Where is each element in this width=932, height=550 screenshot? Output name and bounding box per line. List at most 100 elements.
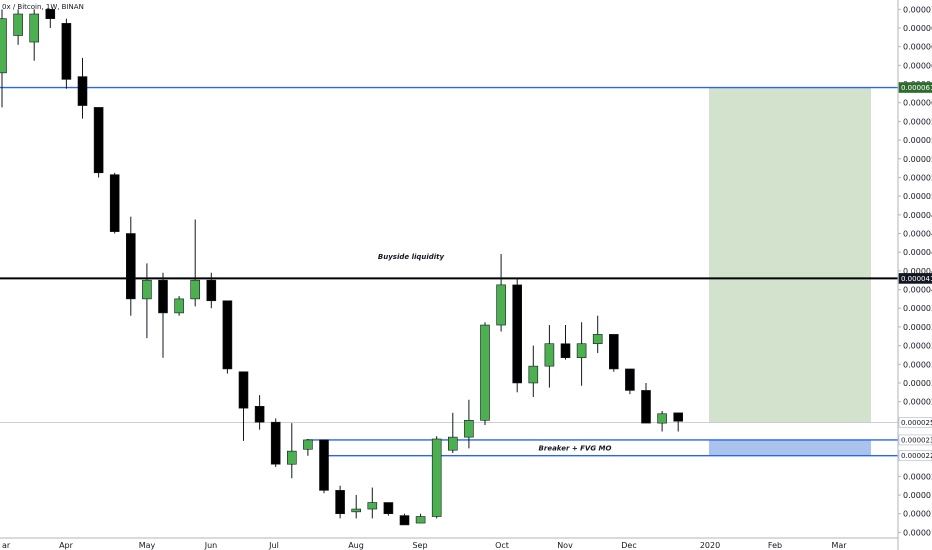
x-tick-label: May (139, 541, 156, 550)
y-tick-label: 0.00003800 (903, 304, 932, 313)
candle-body (496, 284, 506, 326)
y-tick-label: 0.00003200 (903, 360, 932, 369)
candle-body (528, 365, 539, 384)
y-tick-label: 0.00004000 (903, 286, 932, 295)
candle-body (93, 107, 104, 174)
candle-body (190, 279, 200, 300)
candle-body (109, 174, 120, 232)
candle-body (673, 412, 684, 422)
y-tick-label: 0.00004800 (903, 211, 932, 220)
x-tick-label: Feb (768, 541, 782, 550)
price-tag-bg (898, 450, 932, 462)
candle-body (286, 450, 297, 465)
y-tick-label: 0.00002000 (903, 472, 932, 481)
candle-body (303, 439, 313, 450)
y-tick-label: 0.00005000 (903, 192, 932, 201)
candle-body (351, 508, 362, 513)
price-tag-bg (898, 417, 932, 428)
candle-body (77, 76, 88, 106)
y-tick-label: 0.00003400 (903, 342, 932, 351)
candle-body (447, 436, 458, 451)
candle-body (480, 324, 490, 421)
x-tick-label: Jul (268, 541, 279, 550)
price-tag-label: 0.00004119 (901, 275, 932, 283)
candle-body (206, 279, 217, 302)
y-tick-label: 0.00004200 (903, 267, 932, 276)
candle-body (560, 343, 571, 359)
price-tag-label: 0.00006163 (901, 84, 932, 92)
candle-body (61, 23, 72, 80)
price-tags-layer: 0.00006163 0.00004119 0.00002577 0.00002390… (898, 82, 932, 462)
candles-layer (0, 9, 684, 526)
y-tick-label: 0.00002800 (903, 398, 932, 407)
candle-body (126, 233, 136, 300)
candle-body (238, 371, 249, 409)
candle-body (608, 334, 619, 370)
candle-body (335, 490, 345, 515)
chart-title: 0x / Bitcoin, 1W, BINAN (2, 3, 84, 11)
price-tag-label: 0.00002390 (901, 436, 932, 444)
x-tick-label: Oct (495, 541, 509, 550)
x-tick-label: Jun (204, 541, 218, 550)
y-tick-label: 0.00005800 (903, 117, 932, 126)
y-tick-label: 0.00001400 (903, 528, 932, 537)
y-tick-label: 0.00005600 (903, 136, 932, 145)
price-tag-bg (898, 434, 932, 446)
candle-body (592, 334, 603, 345)
price-tag-label: 0.00002577 (901, 419, 932, 427)
y-tick-label: 0.00003600 (903, 323, 932, 332)
candle-body (641, 390, 651, 424)
candle-body (464, 420, 474, 438)
candle-body (29, 13, 40, 43)
y-tick-label: 0.00004400 (903, 248, 932, 257)
y-tick-label: 0.00005200 (903, 173, 932, 182)
candle-body (576, 343, 587, 359)
candle-body (142, 279, 152, 300)
candle-body (254, 406, 265, 423)
x-tick-label: 2020 (700, 541, 720, 550)
x-tick-label: Dec (621, 541, 636, 550)
candle-body (544, 343, 555, 367)
time-axis[interactable]: ar Apr May Jun Jul Aug Sep Oct Nov Dec 2020 Feb Mar (2, 541, 847, 550)
breaker-fvg-label: Breaker + FVG MO (539, 444, 612, 452)
y-tick-label: 0.00005400 (903, 155, 932, 164)
candle-body (13, 13, 23, 36)
x-tick-label: ar (2, 541, 11, 550)
y-tick-label: 0.00006800 (903, 24, 932, 33)
price-tag-bg (898, 82, 932, 93)
y-tick-label: 0.00006000 (903, 99, 932, 108)
candle-body (270, 421, 281, 465)
price-tag-bg (898, 273, 932, 284)
x-tick-label: Apr (59, 541, 74, 550)
x-tick-label: Nov (557, 541, 573, 550)
candle-body (383, 502, 394, 515)
y-tick-label: 0.00006600 (903, 43, 932, 52)
levels-layer (0, 86, 898, 457)
candle-body (431, 438, 442, 517)
candle-body (625, 368, 635, 391)
price-tag-label: 0.00002221 (901, 452, 932, 460)
candle-body (399, 515, 410, 526)
buyside-liquidity-label: Buyside liquidity (378, 253, 445, 261)
y-tick-label: 0.00007000 (903, 5, 932, 14)
x-tick-label: Sep (412, 541, 427, 550)
stop-zone (709, 439, 871, 456)
candle-body (512, 284, 523, 384)
zones-layer (709, 87, 871, 456)
candle-body (45, 9, 56, 19)
y-tick-label: 0.00004600 (903, 230, 932, 239)
candle-body (657, 413, 667, 424)
candle-body (174, 298, 184, 314)
y-tick-label: 0.00003000 (903, 379, 932, 388)
x-tick-label: Aug (348, 541, 364, 550)
candle-body (222, 300, 233, 370)
target-zone (709, 87, 871, 423)
y-tick-label: 0.00006400 (903, 61, 932, 70)
candle-body (0, 18, 7, 74)
y-tick-label: 0.00001600 (903, 510, 932, 519)
x-tick-label: Mar (831, 541, 847, 550)
candle-body (319, 439, 329, 491)
candle-body (367, 502, 378, 510)
annotations-layer: Buyside liquidity Breaker + FVG MO (378, 253, 612, 452)
